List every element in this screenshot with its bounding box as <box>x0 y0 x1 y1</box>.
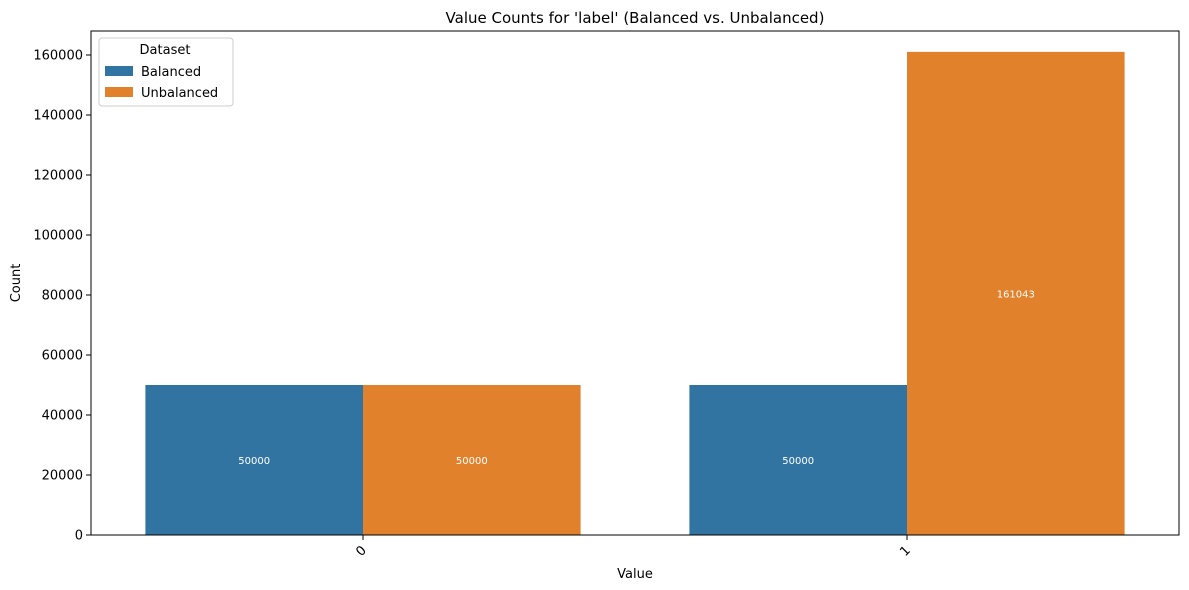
y-tick-label: 100000 <box>33 229 83 244</box>
x-tick-label: 0 <box>353 543 369 559</box>
y-tick-label: 40000 <box>42 409 83 424</box>
legend-title: Dataset <box>140 43 191 58</box>
y-tick-label: 120000 <box>33 169 83 184</box>
plot-frame <box>90 30 1180 536</box>
bar-value-label: 50000 <box>782 456 814 467</box>
y-tick-label: 60000 <box>42 349 83 364</box>
legend-swatch-unbalanced <box>105 87 133 97</box>
x-tick-label: 1 <box>897 543 913 559</box>
legend-label-unbalanced: Unbalanced <box>141 86 218 101</box>
y-tick-label: 20000 <box>42 469 83 484</box>
plot-area: 50000 50000 50000 161043 <box>90 30 1180 536</box>
bar-value-label: 50000 <box>456 456 488 467</box>
bar-labels: 50000 50000 50000 161043 <box>238 289 1035 467</box>
legend: Dataset Balanced Unbalanced <box>98 37 234 107</box>
x-axis-title: Value <box>617 567 653 582</box>
bar-unbalanced-0 <box>363 385 581 535</box>
y-tick-label: 80000 <box>42 289 83 304</box>
y-axis-title: Count <box>9 264 24 303</box>
y-tick-label: 0 <box>75 529 83 544</box>
y-axis: 0 20000 40000 60000 80000 100000 120000 140000 1… <box>33 49 91 544</box>
legend-items: Balanced Unbalanced <box>105 65 218 101</box>
bar-balanced-0 <box>145 385 363 535</box>
bars <box>145 51 1125 536</box>
bar-balanced-1 <box>689 385 907 535</box>
chart-title: Value Counts for 'label' (Balanced vs. U… <box>446 9 825 27</box>
y-tick-label: 140000 <box>33 109 83 124</box>
bar-unbalanced-1 <box>907 51 1125 536</box>
bar-value-label: 161043 <box>997 289 1035 300</box>
bar-value-label: 50000 <box>238 456 270 467</box>
legend-label-balanced: Balanced <box>141 65 201 80</box>
y-tick-label: 160000 <box>33 49 83 64</box>
legend-swatch-balanced <box>105 66 133 76</box>
